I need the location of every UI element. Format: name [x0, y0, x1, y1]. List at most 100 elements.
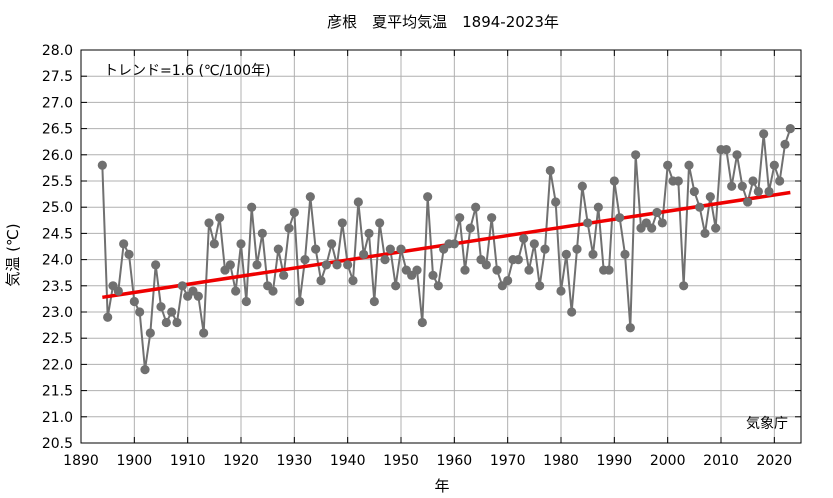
data-point — [753, 186, 763, 197]
data-point — [385, 244, 395, 254]
data-point — [583, 218, 593, 228]
data-point — [204, 218, 214, 228]
y-tick-label: 27.5 — [42, 69, 73, 85]
data-point — [129, 296, 139, 307]
data-point — [513, 255, 523, 265]
data-point — [780, 139, 790, 149]
data-point — [684, 160, 694, 170]
x-tick-label: 1960 — [437, 453, 473, 469]
data-point — [775, 176, 785, 186]
data-point — [567, 307, 577, 317]
data-point — [663, 160, 673, 170]
data-point — [348, 275, 358, 286]
data-point — [145, 328, 155, 338]
data-point — [369, 296, 379, 307]
data-point — [167, 307, 177, 317]
data-point — [300, 255, 310, 265]
data-point — [572, 244, 582, 254]
y-tick-label: 24.0 — [42, 253, 73, 269]
data-point — [337, 218, 347, 228]
data-point — [103, 312, 113, 322]
data-point — [391, 281, 401, 291]
data-point — [769, 160, 779, 170]
data-point — [700, 228, 710, 238]
x-axis: 1890 1900 1910 1920 1930 1940 1950 1960 1970 1980… — [63, 50, 792, 469]
data-point — [151, 260, 161, 270]
data-point — [689, 186, 699, 197]
y-tick-label: 22.0 — [42, 357, 73, 373]
data-point — [231, 286, 241, 296]
data-point — [225, 260, 235, 270]
data-point — [727, 181, 737, 191]
x-tick-label: 1980 — [543, 453, 579, 469]
data-point — [529, 239, 539, 249]
data-point — [327, 239, 337, 249]
data-point — [396, 244, 406, 254]
x-tick-label: 1900 — [117, 453, 153, 469]
data-point — [135, 307, 145, 317]
x-tick-label: 1890 — [63, 453, 99, 469]
data-point — [124, 249, 134, 259]
data-point — [737, 181, 747, 191]
data-point — [487, 213, 497, 223]
data-point — [161, 317, 171, 328]
data-point — [561, 249, 571, 259]
data-point — [625, 323, 635, 333]
data-point — [732, 150, 742, 160]
data-point — [252, 260, 262, 270]
data-point — [551, 197, 561, 207]
data-point — [631, 150, 641, 160]
data-point — [748, 176, 758, 186]
data-point — [759, 129, 769, 139]
data-point — [295, 296, 305, 307]
y-tick-label: 24.5 — [42, 226, 73, 242]
data-point — [140, 365, 150, 375]
y-tick-label: 21.5 — [42, 384, 73, 400]
source-annotation: 気象庁 — [746, 416, 788, 432]
y-tick-label: 25.0 — [42, 200, 73, 216]
y-tick-label: 23.5 — [42, 279, 73, 295]
x-axis-label: 年 — [434, 477, 449, 495]
data-point — [433, 281, 443, 291]
data-point — [679, 281, 689, 291]
y-tick-label: 28.0 — [42, 43, 73, 59]
data-point — [705, 192, 715, 202]
y-tick-label: 26.5 — [42, 122, 73, 138]
data-points — [97, 124, 795, 375]
data-point — [284, 223, 294, 233]
data-point — [412, 265, 422, 275]
data-point — [247, 202, 257, 212]
data-point — [460, 265, 470, 275]
x-tick-label: 2010 — [703, 453, 739, 469]
data-point — [332, 260, 342, 270]
plot-frame — [80, 49, 802, 444]
data-point — [172, 317, 182, 328]
data-point — [652, 207, 662, 218]
data-point — [119, 239, 129, 249]
data-point — [417, 317, 427, 328]
data-point — [620, 249, 630, 259]
x-tick-label: 2020 — [757, 453, 793, 469]
data-point — [193, 291, 203, 301]
data-point — [503, 275, 513, 286]
data-point — [316, 275, 326, 286]
x-tick-label: 1910 — [170, 453, 206, 469]
data-point — [647, 223, 657, 233]
data-point — [455, 213, 465, 223]
data-point — [279, 270, 289, 280]
data-point — [428, 270, 438, 280]
data-point — [481, 260, 491, 270]
data-point — [609, 176, 619, 186]
x-tick-label: 1930 — [277, 453, 313, 469]
data-point — [311, 244, 321, 254]
y-tick-label: 21.0 — [42, 410, 73, 426]
data-point — [215, 213, 225, 223]
data-point — [673, 176, 683, 186]
data-point — [615, 213, 625, 223]
data-point — [449, 239, 459, 249]
data-point — [721, 144, 731, 155]
data-point — [353, 197, 363, 207]
y-tick-label: 27.0 — [42, 95, 73, 111]
data-point — [711, 223, 721, 233]
data-point — [289, 207, 299, 218]
